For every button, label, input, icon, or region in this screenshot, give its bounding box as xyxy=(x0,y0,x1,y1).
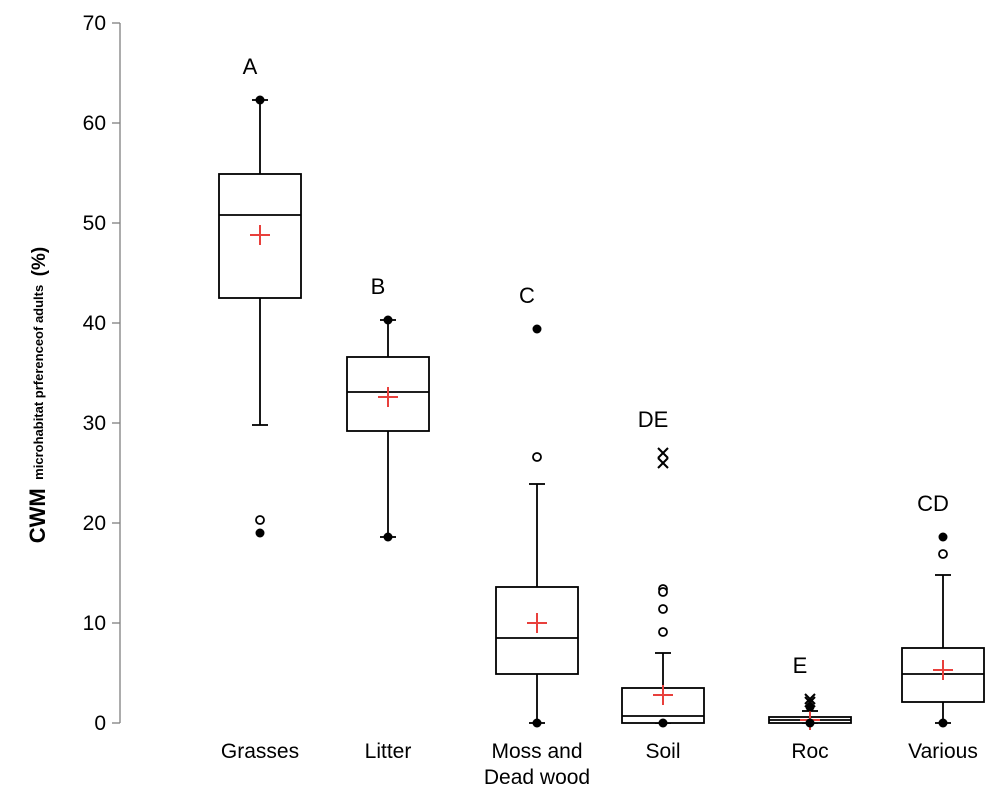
significance-letter: C xyxy=(519,283,535,308)
category-label: Dead wood xyxy=(484,766,590,789)
y-tick-label: 60 xyxy=(83,112,106,135)
outlier-point xyxy=(805,702,815,712)
box-group: E Roc xyxy=(768,653,852,763)
mean-marker xyxy=(933,660,953,680)
extreme-outlier-point xyxy=(657,447,669,459)
mean-marker xyxy=(378,387,398,407)
extreme-outlier-point xyxy=(657,457,669,469)
y-axis-label-main: CWM xyxy=(25,488,50,543)
y-tick-label: 40 xyxy=(83,312,106,335)
outlier-point xyxy=(658,627,668,637)
y-axis: 0 10 20 30 40 50 60 70 xyxy=(83,12,121,735)
significance-letter: E xyxy=(793,653,808,678)
outlier-point xyxy=(383,315,393,325)
outlier-point xyxy=(532,452,542,462)
outlier-point xyxy=(255,95,265,105)
box-group: B Litter xyxy=(346,274,430,763)
box-series: A Grasses B Litter C Moss and Dead wood DE Soil E… xyxy=(218,54,985,789)
mean-marker xyxy=(653,685,673,705)
y-tick-label: 0 xyxy=(94,712,106,735)
outlier-point xyxy=(658,604,668,614)
y-tick-label: 10 xyxy=(83,612,106,635)
y-axis-label-unit: (%) xyxy=(29,247,50,277)
outlier-point xyxy=(255,528,265,538)
outlier-point xyxy=(383,532,393,542)
y-tick-label: 30 xyxy=(83,412,106,435)
outlier-point xyxy=(532,718,542,728)
box-group: C Moss and Dead wood xyxy=(484,283,590,789)
mean-marker xyxy=(527,613,547,633)
outlier-point xyxy=(805,718,815,728)
significance-letter: A xyxy=(243,54,258,79)
box-group: DE Soil xyxy=(621,407,705,763)
category-label: Soil xyxy=(645,740,680,763)
mean-marker xyxy=(250,225,270,245)
outlier-point xyxy=(255,515,265,525)
box-group: A Grasses xyxy=(218,54,302,763)
category-label: Grasses xyxy=(221,740,299,763)
extreme-outlier-point xyxy=(804,693,816,705)
y-axis-label: CWM microhabitat prferenceof adults (%) xyxy=(25,247,50,544)
outlier-point xyxy=(532,324,542,334)
y-axis-label-subscript: microhabitat prferenceof adults xyxy=(31,285,46,480)
box-group: CD Various xyxy=(901,491,985,763)
outlier-point xyxy=(658,718,668,728)
category-label: Moss and xyxy=(491,740,582,763)
y-tick-label: 70 xyxy=(83,12,106,35)
y-tick-label: 50 xyxy=(83,212,106,235)
category-label: Roc xyxy=(791,740,828,763)
category-label: Various xyxy=(908,740,978,763)
significance-letter: B xyxy=(371,274,386,299)
y-tick-label: 20 xyxy=(83,512,106,535)
outlier-point xyxy=(938,549,948,559)
category-label: Litter xyxy=(365,740,412,763)
significance-letter: CD xyxy=(917,491,949,516)
outlier-point xyxy=(938,532,948,542)
outlier-point xyxy=(658,587,668,597)
significance-letter: DE xyxy=(638,407,669,432)
outlier-point xyxy=(938,718,948,728)
